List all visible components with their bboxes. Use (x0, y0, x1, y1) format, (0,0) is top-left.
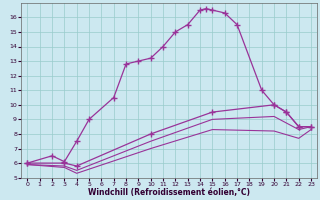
X-axis label: Windchill (Refroidissement éolien,°C): Windchill (Refroidissement éolien,°C) (88, 188, 250, 197)
